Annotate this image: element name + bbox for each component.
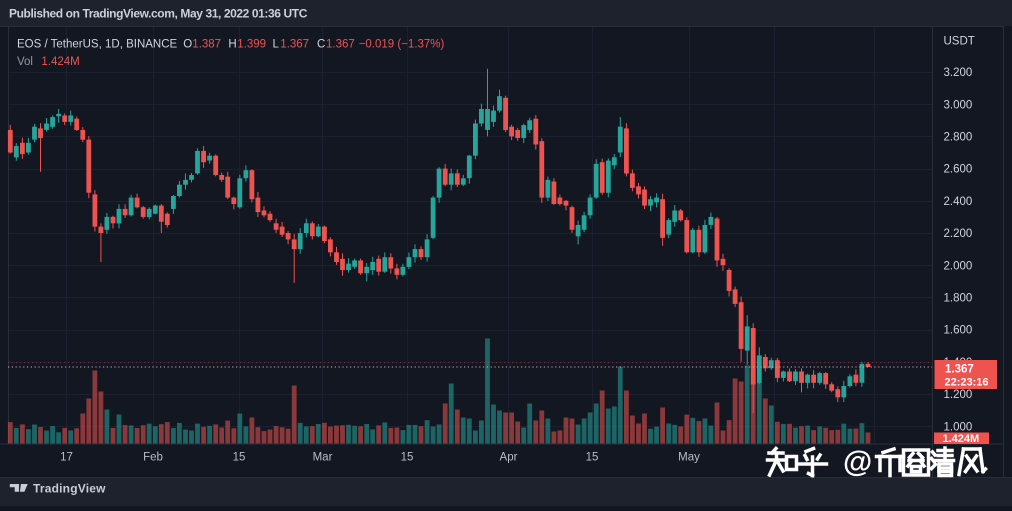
svg-text:1.424M: 1.424M <box>943 433 980 445</box>
svg-text:22:23:16: 22:23:16 <box>945 377 989 389</box>
svg-text:1.387: 1.387 <box>192 39 221 51</box>
svg-text:1.800: 1.800 <box>944 293 973 305</box>
svg-text:15: 15 <box>233 452 246 464</box>
svg-text:USDT: USDT <box>944 36 975 48</box>
svg-text:L: L <box>273 39 280 51</box>
svg-text:1.600: 1.600 <box>944 325 973 337</box>
svg-text:Vol: Vol <box>17 56 33 68</box>
svg-text:C: C <box>317 39 325 51</box>
svg-text:EOS / TetherUS, 1D, BINANCE: EOS / TetherUS, 1D, BINANCE <box>17 39 178 51</box>
svg-text:15: 15 <box>586 452 599 464</box>
svg-text:−0.019 (−1.37%): −0.019 (−1.37%) <box>359 39 445 51</box>
svg-text:1.399: 1.399 <box>237 39 266 51</box>
svg-text:1.000: 1.000 <box>944 421 973 433</box>
svg-text:Published on TradingView.com,: Published on TradingView.com, May 31, 20… <box>9 7 308 21</box>
svg-text:Apr: Apr <box>500 452 518 464</box>
svg-text:3.000: 3.000 <box>944 99 973 111</box>
svg-text:1.424M: 1.424M <box>41 56 79 68</box>
svg-text:1.367: 1.367 <box>326 39 355 51</box>
svg-text:2.800: 2.800 <box>944 132 973 144</box>
svg-text:Feb: Feb <box>143 452 163 464</box>
svg-text:2.000: 2.000 <box>944 260 973 272</box>
svg-text:Mar: Mar <box>313 452 333 464</box>
svg-text:1.200: 1.200 <box>944 389 973 401</box>
svg-text:H: H <box>228 39 236 51</box>
svg-text:1.367: 1.367 <box>945 364 974 376</box>
svg-text:@: @ <box>843 446 872 479</box>
svg-text:May: May <box>678 452 700 464</box>
svg-text:1.367: 1.367 <box>280 39 309 51</box>
svg-text:O: O <box>183 39 192 51</box>
svg-text:15: 15 <box>401 452 414 464</box>
svg-text:17: 17 <box>60 452 73 464</box>
svg-text:2.600: 2.600 <box>944 164 973 176</box>
svg-text:2.400: 2.400 <box>944 196 973 208</box>
svg-text:TradingView: TradingView <box>33 482 106 496</box>
svg-text:3.200: 3.200 <box>944 67 973 79</box>
svg-text:2.200: 2.200 <box>944 228 973 240</box>
